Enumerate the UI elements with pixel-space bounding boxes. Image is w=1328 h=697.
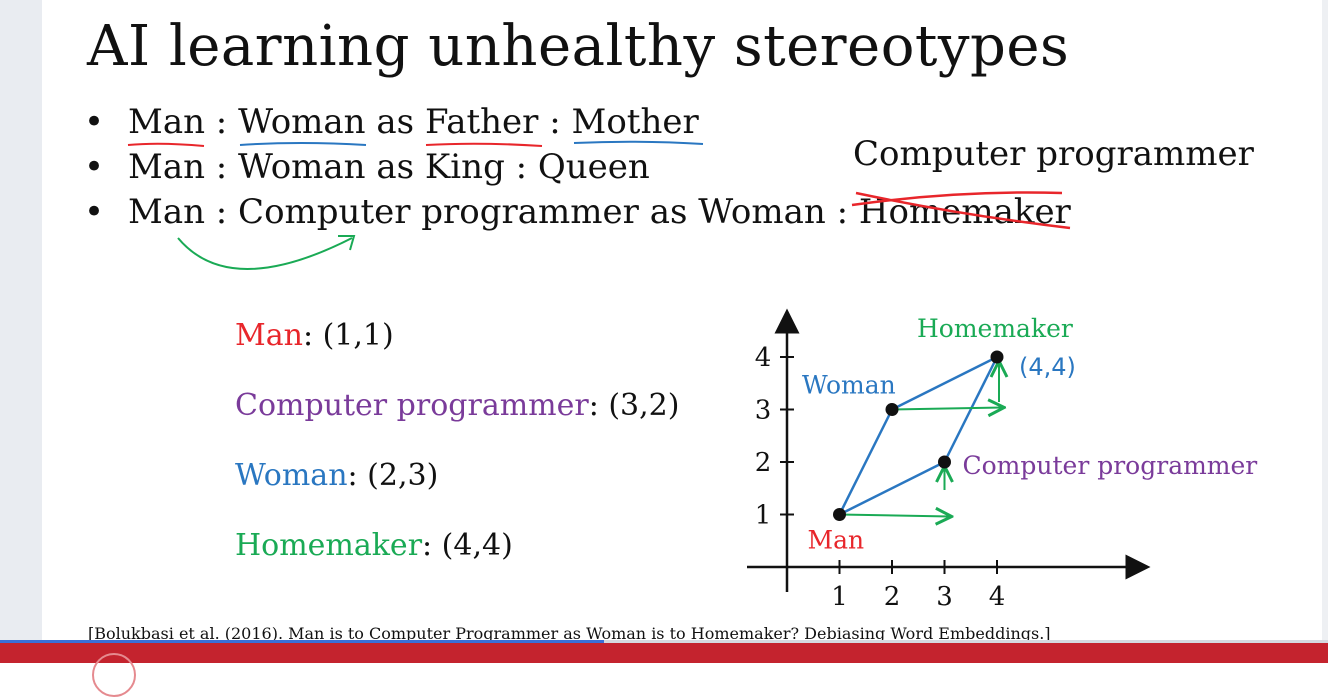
coordinate-list: Man: (1,1) Computer programmer: (3,2) Wo… (235, 318, 679, 598)
word-man: Man (128, 102, 205, 142)
coord-label: Man (235, 318, 303, 353)
point-annotation: (4,4) (1019, 353, 1076, 381)
slide: AI learning unhealthy stereotypes • Man … (42, 0, 1322, 648)
data-point (990, 350, 1004, 364)
underline-father (425, 142, 543, 147)
coord-value: : (2,3) (347, 458, 439, 493)
data-point (938, 455, 951, 469)
bullet-text: Man : Computer programmer as Woman : (128, 192, 859, 232)
swap-arrow (177, 237, 353, 270)
coord-value: : (3,2) (588, 388, 680, 423)
point-label: Woman (802, 371, 896, 400)
player-button-icon[interactable] (92, 653, 136, 697)
x-tick-label: 3 (936, 582, 953, 612)
x-tick-label: 2 (884, 582, 901, 612)
coord-label: Woman (235, 458, 348, 493)
coord-label: Homemaker (235, 528, 423, 563)
underline-man (127, 142, 205, 147)
coord-row-homemaker: Homemaker: (4,4) (235, 528, 679, 598)
green-arrow (891, 408, 1002, 410)
citation: [Bolukbasi et al. (2016). Man is to Comp… (88, 624, 1051, 643)
vector-edge (943, 356, 999, 463)
progress-track[interactable] (0, 640, 1328, 643)
coord-row-man: Man: (1,1) (235, 318, 679, 388)
point-label: Homemaker (917, 314, 1073, 343)
left-sidebar (0, 0, 42, 663)
y-tick-label: 2 (755, 448, 772, 478)
underline-mother (573, 140, 704, 145)
vector-plot: 1 2 3 4 1 2 3 4 Man Woman Computer programmer Homem… (747, 308, 1258, 612)
coord-row-woman: Woman: (2,3) (235, 458, 679, 528)
underline-woman (239, 142, 367, 146)
handwritten-annotations (127, 140, 1071, 270)
green-arrow (839, 515, 950, 517)
right-scrollbar[interactable] (1322, 0, 1328, 663)
bullet-marker: • (83, 192, 105, 232)
bullet-marker: • (83, 102, 105, 142)
correction-text: Computer programmer (853, 134, 1254, 174)
slide-title: AI learning unhealthy stereotypes (87, 14, 1070, 79)
y-tick-label: 3 (755, 396, 772, 426)
y-tick-label: 1 (755, 501, 772, 531)
coord-row-computer-programmer: Computer programmer: (3,2) (235, 388, 679, 458)
bullet-text: Man : Woman as King : Queen (128, 147, 650, 187)
coord-label: Computer programmer (235, 388, 589, 423)
progress-fill (0, 640, 605, 643)
strike-homemaker-2 (855, 191, 1071, 230)
point-label: Computer programmer (963, 451, 1258, 480)
point-label: Man (808, 526, 865, 555)
vector-edge (838, 408, 894, 516)
x-tick-label: 4 (989, 582, 1006, 612)
word-mother: Mother (571, 102, 699, 142)
x-tick-label: 1 (831, 582, 848, 612)
y-tick-label: 4 (755, 343, 772, 373)
player-control-bar (0, 643, 1328, 663)
coord-value: : (1,1) (302, 318, 394, 353)
coord-value: : (4,4) (422, 528, 513, 563)
word-father: Father (424, 102, 539, 142)
vector-edge (891, 355, 998, 411)
bullet-marker: • (83, 147, 105, 187)
word-woman: Woman (238, 102, 366, 142)
swap-arrow-head (338, 235, 356, 251)
vector-edge (838, 460, 946, 516)
data-point (833, 508, 846, 521)
strike-homemaker-1 (851, 191, 1063, 207)
data-point (885, 403, 899, 416)
